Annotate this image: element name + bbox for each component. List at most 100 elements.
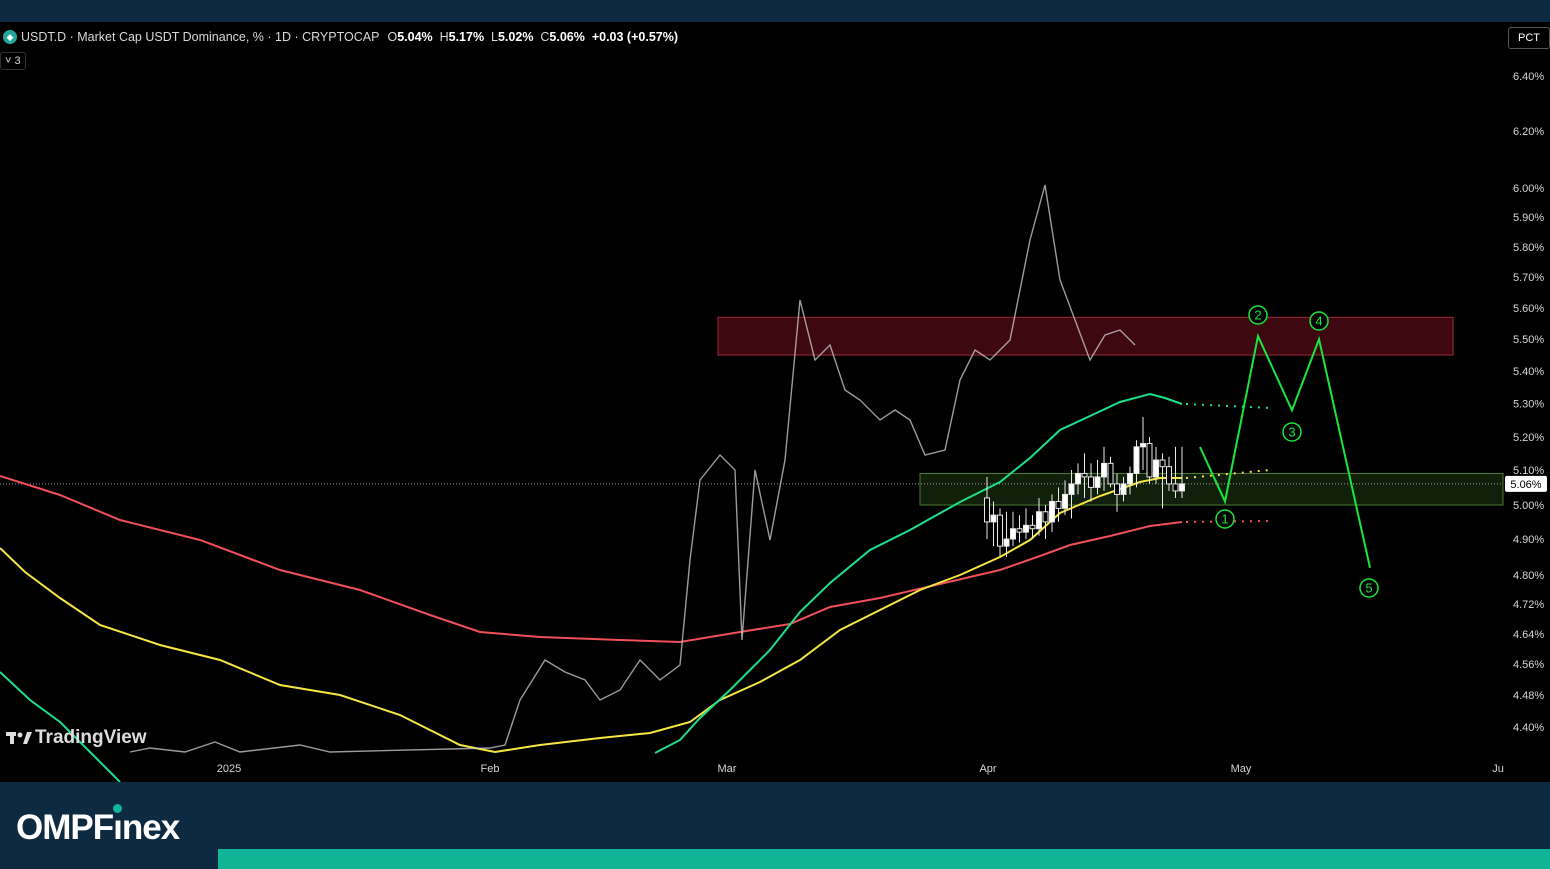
candle-body <box>1179 483 1185 492</box>
indicators-toggle-button[interactable]: ˅ 3 <box>0 52 26 70</box>
candle <box>1029 515 1036 539</box>
brand-i: ı <box>113 804 123 847</box>
y-tick-label: 5.90% <box>1513 212 1544 224</box>
close-value: 5.06% <box>549 30 585 44</box>
moving-average-line-4 <box>654 392 1183 754</box>
candle-body <box>1010 528 1016 540</box>
chart-legend-header: ◆ USDT.D · Market Cap USDT Dominance, % … <box>0 28 678 46</box>
candle <box>1153 446 1159 484</box>
candle <box>1179 446 1185 498</box>
candle-body <box>1081 472 1088 478</box>
ma-green-projection <box>1185 403 1271 409</box>
x-tick-label: Mar <box>718 763 737 775</box>
close-key: C <box>540 30 550 44</box>
y-tick-label: 5.50% <box>1513 334 1544 346</box>
moving-average-line-1 <box>0 475 1183 644</box>
y-tick-label: 5.30% <box>1513 399 1544 411</box>
y-tick-label: 4.90% <box>1513 534 1544 546</box>
moving-average-line-3 <box>0 671 121 782</box>
symbol-name[interactable]: USDT.D <box>21 30 67 44</box>
candle-body <box>1036 511 1042 530</box>
wave-label: 4 <box>1315 314 1322 329</box>
candle <box>1003 511 1010 557</box>
symbol-sep: · <box>66 30 78 44</box>
candle <box>1049 494 1055 533</box>
candle-body <box>1042 511 1049 523</box>
candle-body <box>1159 459 1166 468</box>
candle <box>1127 466 1133 495</box>
low-value: 5.02% <box>497 30 534 44</box>
candle <box>1140 416 1146 470</box>
high-key: H <box>439 30 449 44</box>
last-price-tag <box>1505 475 1547 492</box>
last-price-label: 5.06% <box>1510 479 1541 491</box>
ohlc-values: O5.04% H5.17% L5.02% C5.06% +0.03 (+0.57… <box>387 30 678 44</box>
moving-average-line-2 <box>0 477 1182 754</box>
symbol-description: Market Cap USDT Dominance, % · 1D · CRYP… <box>77 30 380 44</box>
candle <box>1081 453 1088 498</box>
x-tick-label: Feb <box>481 763 500 775</box>
wave-label-circle <box>1282 422 1302 442</box>
candlestick-series <box>129 184 1185 753</box>
candle <box>1023 508 1029 539</box>
candle-body <box>1127 472 1133 485</box>
candle <box>997 508 1003 557</box>
y-tick-label: 6.20% <box>1513 126 1544 138</box>
candle-body <box>1088 476 1094 488</box>
candle-body <box>1133 446 1140 474</box>
candle-body <box>1101 462 1107 478</box>
candle <box>1016 515 1023 543</box>
candle-body <box>1166 466 1172 485</box>
candle <box>1107 456 1114 488</box>
change-value: +0.03 (+0.57%) <box>591 30 678 44</box>
candle-body <box>984 497 990 523</box>
x-tick-label: Ju <box>1492 763 1504 775</box>
wave-projection-line <box>1199 332 1371 568</box>
chart-area[interactable] <box>0 22 1550 782</box>
candle-body <box>1003 538 1010 547</box>
x-tick-label: 2025 <box>217 763 241 775</box>
candle-body <box>1114 483 1120 495</box>
candle <box>1166 456 1172 491</box>
brand-part1: OMPF <box>16 808 114 847</box>
candle-body <box>997 514 1003 547</box>
price-chart[interactable]: 1 2 3 4 5 6.40% 6.20% 6.00% 5.90% 5.80% 5.70% 5.60… <box>0 0 1550 782</box>
y-tick-label: 6.40% <box>1513 71 1544 83</box>
y-tick-label: 4.48% <box>1513 690 1544 702</box>
scale-mode-button[interactable]: PCT <box>1508 27 1550 49</box>
candle <box>1068 470 1075 519</box>
wave-label-circle <box>1248 305 1268 325</box>
candle <box>1159 453 1166 509</box>
candle <box>1094 460 1101 495</box>
moving-averages <box>0 392 1271 782</box>
open-key: O <box>387 30 398 44</box>
high-value: 5.17% <box>448 30 485 44</box>
candle <box>984 476 990 539</box>
brand-logo: OMPFı nex <box>16 804 180 848</box>
y-tick-label: 5.70% <box>1513 272 1544 284</box>
wave-label: 3 <box>1288 425 1295 440</box>
candle-body <box>1055 500 1062 509</box>
y-axis: 6.40% 6.20% 6.00% 5.90% 5.80% 5.70% 5.60% 5.50%… <box>1505 71 1547 734</box>
y-tick-label: 4.40% <box>1513 722 1544 734</box>
candle <box>1114 473 1120 512</box>
y-tick-label: 4.56% <box>1513 659 1544 671</box>
y-tick-label: 4.64% <box>1513 629 1544 641</box>
y-tick-label: 5.60% <box>1513 303 1544 315</box>
x-axis: 2025 Feb Mar Apr May Ju <box>217 763 1504 775</box>
x-tick-label: Apr <box>979 763 996 775</box>
y-tick-label: 5.10% <box>1513 465 1544 477</box>
candle <box>1010 511 1016 547</box>
wave-label-circle <box>1359 578 1379 598</box>
candle-body <box>1068 483 1075 495</box>
candle <box>1062 480 1068 516</box>
y-tick-label: 6.00% <box>1513 183 1544 195</box>
candle-body <box>1120 483 1127 495</box>
wave-projection: 1 2 3 4 5 <box>1199 305 1379 598</box>
candle <box>1075 463 1081 495</box>
wave-label: 1 <box>1221 512 1228 527</box>
candle <box>1042 505 1049 539</box>
candle-body <box>1029 524 1036 530</box>
tradingview-logo-icon <box>6 732 32 744</box>
candle-body <box>1172 483 1179 492</box>
